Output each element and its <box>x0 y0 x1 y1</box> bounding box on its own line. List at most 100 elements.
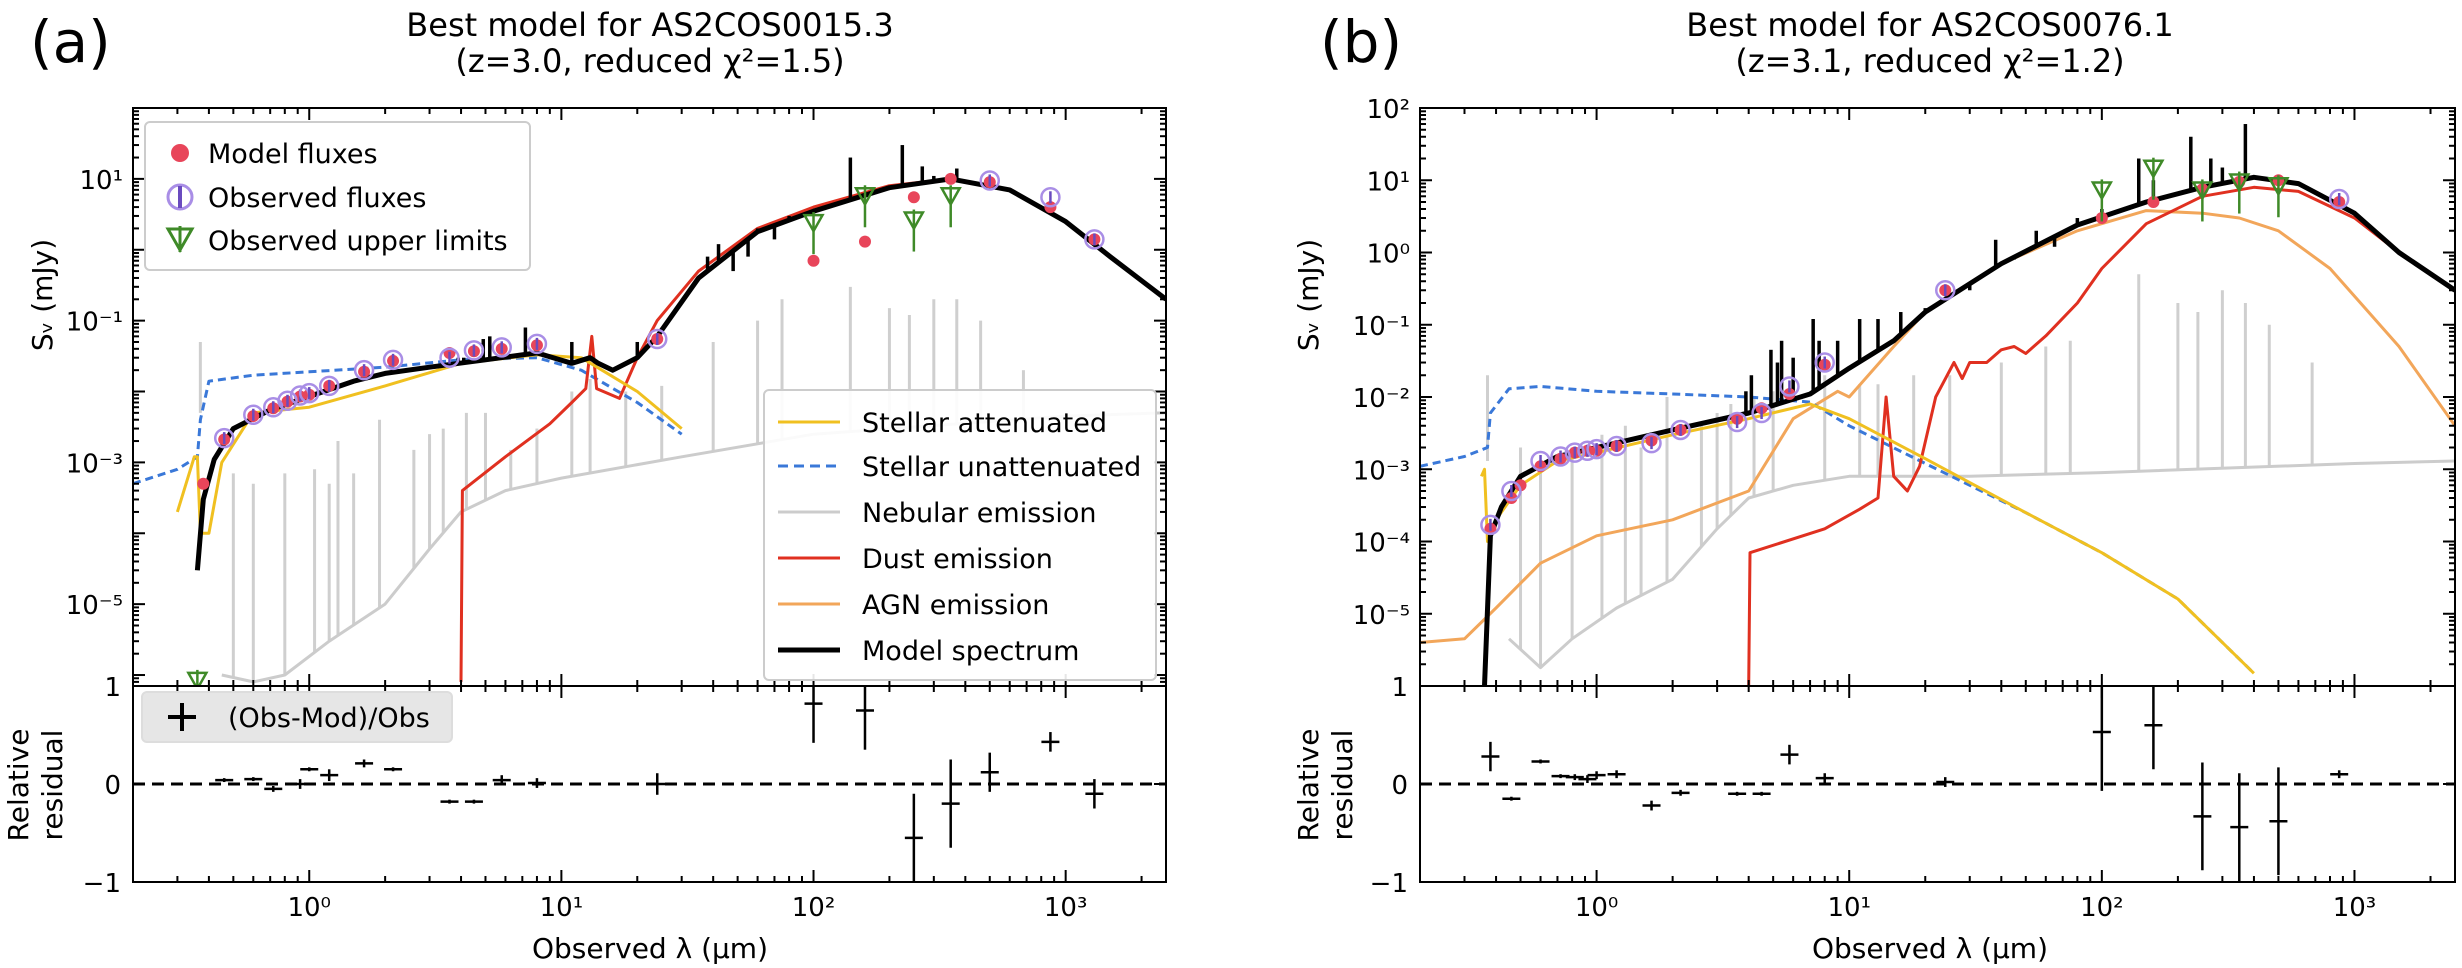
y-tick-label-0: 10⁻⁵ <box>66 591 123 621</box>
resid-y-tick-label-1: 0 <box>1391 771 1408 801</box>
observed-flux-5 <box>298 382 320 404</box>
observed-flux-9 <box>1670 419 1691 441</box>
observed-flux-0 <box>1480 514 1501 536</box>
main-curves-clipped <box>1420 124 2455 686</box>
panel-a-resid-ylabel-line1: Relative <box>2 729 35 842</box>
x-tick-label-3: 10³ <box>2333 893 2377 923</box>
panel-a-ylabel: Sᵥ (mJy) <box>26 239 59 351</box>
observed-flux-6 <box>1586 438 1607 460</box>
y-tick-label-7: 10² <box>1366 95 1410 125</box>
model-flux-1 <box>1505 492 1518 505</box>
panel-a-legend-points: Model fluxes Observed fluxes Observed up… <box>144 121 531 271</box>
panel-b-main-plot <box>1420 124 2455 686</box>
panel-b-label: (b) <box>1320 8 1402 76</box>
legend-lines-frame <box>763 389 1157 681</box>
legend-points-frame <box>144 121 531 271</box>
panel-b-resid-ylabel-line1: Relative <box>1292 729 1325 842</box>
panel-a-xlabel: Observed λ (μm) <box>532 932 768 965</box>
observed-flux-9 <box>439 347 460 368</box>
panel-b-title: Best model for AS2COS0076.1 <box>1686 6 2173 44</box>
observed-flux-8 <box>1641 432 1662 454</box>
resid-y-tick-label-2: −1 <box>83 869 121 899</box>
legend-model-fluxes: Model fluxes <box>208 139 378 170</box>
y-tick-label-1: 10⁻⁴ <box>1353 529 1410 559</box>
legend-observed-flux-marker <box>166 183 194 211</box>
observed-flux-14 <box>1935 280 1956 301</box>
y-tick-label-3: 10⁻² <box>1353 384 1410 414</box>
panel-a-subtitle: (z=3.0, reduced χ²=1.5) <box>455 42 844 80</box>
legend-resid-text: (Obs-Mod)/Obs <box>228 703 430 734</box>
legend-nebular-emission: Nebular emission <box>862 498 1096 529</box>
observed-flux-7 <box>1606 435 1627 457</box>
series-nebular-emission <box>1507 459 2455 670</box>
panel-a-label: (a) <box>30 8 111 76</box>
observed-flux-6 <box>318 375 340 397</box>
y-tick-label-2: 10⁻¹ <box>66 308 123 338</box>
model-flux-17 <box>907 191 920 204</box>
panel-b-axes: 10⁰ 10¹ 10² 10³10⁻⁵10⁻⁴10⁻³10⁻²10⁻¹10⁰10¹10… <box>1353 95 2456 923</box>
model-flux-18 <box>944 172 957 185</box>
x-tick-label-2: 10² <box>2080 893 2124 923</box>
series-stellar-unattenuated <box>1420 384 2255 675</box>
observed-flux-1 <box>1501 480 1522 502</box>
y-tick-label-2: 10⁻³ <box>1353 456 1410 486</box>
legend-stellar-unattenuated: Stellar unattenuated <box>862 452 1141 483</box>
x-tick-label-1: 10¹ <box>540 893 584 923</box>
observed-flux-15 <box>2328 188 2350 210</box>
model-flux-16 <box>858 235 871 248</box>
legend-resid-frame <box>141 691 453 743</box>
observed-flux-4 <box>1564 442 1586 463</box>
observed-flux-2 <box>1530 450 1551 472</box>
model-flux-17 <box>2147 195 2160 208</box>
resid-y-tick-label-1: 0 <box>104 771 121 801</box>
observed-flux-13 <box>1814 352 1835 373</box>
model-flux-13 <box>1783 388 1796 401</box>
observed-flux-12 <box>526 333 548 355</box>
series-dust-emission <box>1747 185 2455 686</box>
model-flux-15 <box>807 254 820 267</box>
x-tick-label-2: 10² <box>792 893 836 923</box>
resid-y-tick-label-0: 1 <box>104 673 121 703</box>
main-curves-clipped <box>133 145 1166 686</box>
observed-flux-3 <box>277 390 298 412</box>
legend-upper-limits: Observed upper limits <box>208 226 508 257</box>
panel-b-subtitle: (z=3.1, reduced χ²=1.2) <box>1735 42 2124 80</box>
legend-model-flux-marker <box>171 144 189 162</box>
panel-b: (b) Best model for AS2COS0076.1 (z=3.1, … <box>1292 6 2456 965</box>
panel-b-residual-plot <box>1420 686 2455 882</box>
observed-flux-0 <box>213 427 235 449</box>
y-tick-label-6: 10¹ <box>1366 167 1410 197</box>
model-flux-2 <box>1514 479 1527 492</box>
legend-stellar-attenuated: Stellar attenuated <box>862 408 1107 439</box>
x-tick-label-1: 10¹ <box>1827 893 1871 923</box>
y-tick-label-1: 10⁻³ <box>66 449 123 479</box>
y-tick-label-5: 10⁰ <box>1366 240 1410 270</box>
observed-flux-11 <box>491 337 512 358</box>
panel-b-resid-ylabel-line2: residual <box>1326 730 1359 841</box>
resid-y-tick-label-2: −1 <box>1370 869 1408 899</box>
observed-flux-15 <box>1040 187 1061 208</box>
panel-a-legend-resid: (Obs-Mod)/Obs <box>141 691 453 743</box>
observed-flux-10 <box>1726 411 1748 433</box>
x-tick-label-0: 10⁰ <box>1575 893 1619 923</box>
legend-dust-emission: Dust emission <box>862 544 1053 575</box>
legend-observed-fluxes: Observed fluxes <box>208 183 426 214</box>
observed-flux-14 <box>979 170 1001 191</box>
legend-model-spectrum: Model spectrum <box>862 636 1079 667</box>
panel-a-main-plot <box>133 145 1166 686</box>
panel-a-title: Best model for AS2COS0015.3 <box>406 6 893 44</box>
main-frame <box>1419 107 2456 687</box>
observed-flux-1 <box>243 404 264 426</box>
observed-flux-3 <box>1550 446 1571 467</box>
panel-b-xlabel: Observed λ (μm) <box>1812 932 2048 965</box>
x-tick-label-0: 10⁰ <box>287 893 331 923</box>
observed-flux-16 <box>1084 229 1105 250</box>
observed-flux-13 <box>646 328 668 350</box>
x-tick-label-3: 10³ <box>1044 893 1088 923</box>
y-tick-label-3: 10¹ <box>79 166 123 196</box>
panel-a-legend-lines: Stellar attenuated Stellar unattenuated … <box>763 389 1157 681</box>
observed-flux-8 <box>382 349 404 371</box>
series-agn-emission <box>1420 209 2455 644</box>
panel-a-resid-ylabel-line2: residual <box>36 730 69 841</box>
